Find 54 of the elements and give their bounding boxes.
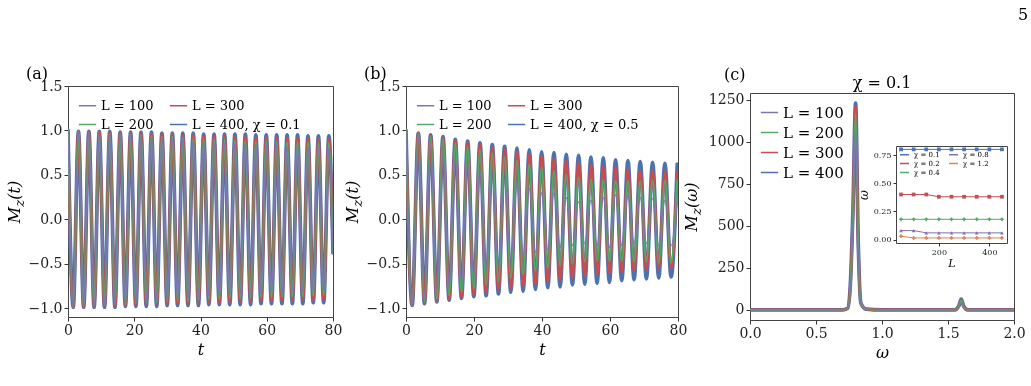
- legend-label: L = 300: [530, 97, 583, 113]
- y-tick-label: 0: [735, 301, 745, 318]
- x-tick-label: 20: [465, 321, 484, 338]
- x-axis-title: L: [947, 256, 956, 270]
- y-tick-label: 0.25: [873, 206, 892, 216]
- x-tick-label: 1.5: [937, 324, 960, 341]
- legend-label: L = 200: [439, 116, 492, 132]
- legend-label: L = 400, χ = 0.1: [192, 116, 301, 132]
- x-axis-title: ω: [875, 342, 890, 362]
- x-tick-label: 20: [125, 321, 144, 338]
- y-tick-label: 0.0: [40, 210, 63, 227]
- x-tick-label: 40: [533, 321, 552, 338]
- y-tick-label: −0.5: [366, 255, 401, 272]
- legend-label: L = 400: [783, 163, 844, 182]
- y-tick-label: 1000: [708, 133, 745, 150]
- legend-label: L = 400, χ = 0.5: [530, 116, 639, 132]
- legend-label: L = 300: [192, 97, 245, 113]
- text: (c): [724, 65, 746, 84]
- x-tick-label: 40: [192, 321, 210, 338]
- y-tick-label: 250: [717, 259, 745, 276]
- y-tick-label: 0.00: [873, 235, 892, 245]
- x-tick-label: 0.5: [805, 324, 828, 341]
- y-tick-label: 750: [717, 175, 745, 192]
- x-axis-title: t: [197, 339, 205, 359]
- chart-title: χ = 0.1: [852, 73, 912, 92]
- y-tick-label: 1.0: [40, 121, 63, 138]
- x-tick-label: 200: [931, 247, 948, 257]
- x-tick-label: 2.0: [1003, 324, 1026, 341]
- y-tick-label: 0.5: [40, 166, 63, 183]
- x-tick-label: 0.0: [739, 324, 762, 341]
- y-tick-label: 0.75: [873, 150, 892, 160]
- x-tick-label: 80: [669, 321, 688, 338]
- legend-label: L = 200: [101, 116, 154, 132]
- x-tick-label: 60: [258, 321, 277, 338]
- text: 5: [1018, 5, 1029, 24]
- y-tick-label: −1.0: [28, 299, 63, 316]
- y-tick-label: 0.50: [873, 178, 892, 188]
- y-tick-label: −1.0: [366, 299, 401, 316]
- y-tick-label: 0.0: [378, 210, 401, 227]
- y-tick-label: 0.5: [378, 166, 401, 183]
- x-axis-title: t: [539, 339, 547, 359]
- x-tick-label: 80: [324, 321, 343, 338]
- legend-label: L = 300: [783, 143, 844, 162]
- y-tick-label: 500: [717, 217, 745, 234]
- y-tick-label: 1.0: [378, 121, 401, 138]
- legend-label: L = 100: [439, 97, 492, 113]
- y-tick-label: −0.5: [28, 255, 63, 272]
- x-tick-label: 60: [601, 321, 620, 338]
- y-tick-label: 1250: [708, 91, 745, 108]
- x-tick-label: 400: [982, 247, 998, 257]
- y-axis-title: ω: [857, 189, 871, 200]
- legend-label: L = 100: [783, 103, 844, 122]
- legend-label: L = 100: [101, 97, 154, 113]
- legend-label: L = 200: [783, 123, 844, 142]
